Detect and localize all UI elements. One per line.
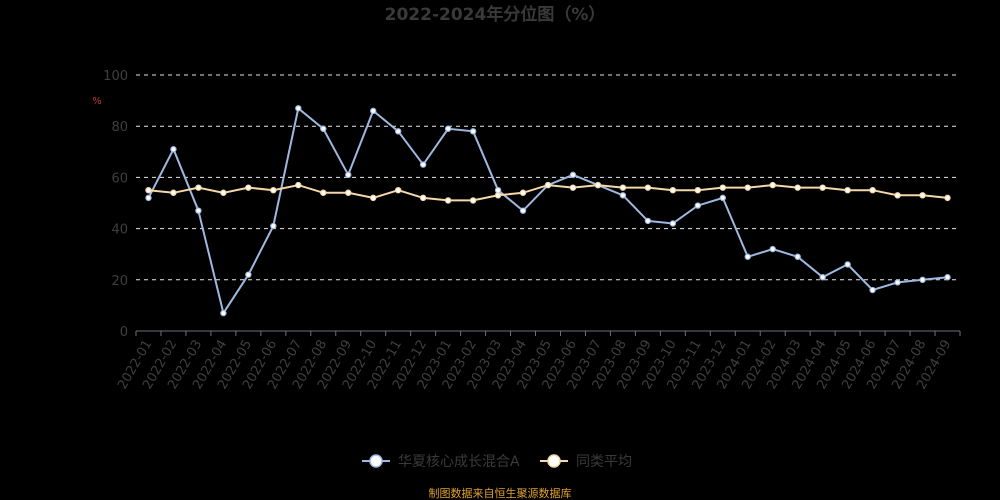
data-point [894,279,901,286]
data-point [694,202,702,209]
y-axis-unit: % [92,96,102,107]
data-point [370,194,377,202]
data-point [195,184,202,191]
data-point [469,197,477,204]
data-point [819,274,826,281]
data-point [544,181,552,189]
data-point [145,186,152,194]
y-axis-ticks: 0 20 40 60 80 100 [103,69,128,340]
data-point [419,161,427,168]
data-point [669,220,677,227]
data-point [220,189,227,196]
data-point [744,184,751,191]
data-point [394,186,402,194]
data-point [394,128,402,135]
legend-item-2[interactable]: 同类平均 [540,454,632,470]
data-point [419,194,427,202]
data-point [345,189,352,196]
data-point [619,184,627,191]
data-point [644,217,652,225]
data-point [370,107,377,115]
data-point [270,222,277,230]
x-axis: 2022-012022-022022-032022-042022-052022-… [115,330,961,392]
data-point [320,189,327,196]
data-point [469,128,477,135]
y-tick-label: 40 [111,223,128,238]
data-point [270,186,277,194]
data-point [944,274,951,281]
data-point [769,245,776,253]
series-1 [145,105,951,317]
data-point [444,125,452,132]
data-point [869,186,876,194]
data-point [170,146,177,153]
data-point [295,105,302,112]
data-point [719,194,726,202]
data-point [519,207,527,214]
grid-lines [136,74,960,281]
data-point [245,271,252,278]
data-point [345,171,352,179]
data-point [444,197,452,204]
data-point [744,253,751,260]
data-point [320,125,327,132]
data-point [245,184,252,191]
data-point [844,186,851,194]
data-point [919,276,926,283]
series-2 [145,181,951,204]
data-point [569,171,577,179]
data-point [794,184,801,191]
data-point [195,207,202,214]
data-point [869,286,876,294]
data-point [519,189,527,196]
data-point [694,186,702,194]
data-point [844,261,851,268]
series-layer [145,105,951,317]
legend-label: 同类平均 [576,454,632,470]
data-point [719,184,726,191]
legend-item-1[interactable]: 华夏核心成长混合A [362,454,520,470]
y-tick-label: 0 [120,325,128,340]
legend[interactable]: 华夏核心成长混合A 同类平均 [362,454,632,470]
data-point [669,186,677,194]
data-point [894,192,901,199]
data-point [769,181,776,189]
data-point [220,309,227,317]
data-point [594,181,602,189]
data-point [919,192,926,199]
data-point [569,184,577,191]
legend-label: 华夏核心成长混合A [398,454,520,470]
y-tick-label: 100 [103,69,128,84]
data-point [944,194,951,202]
data-point [794,253,801,260]
series-line [147,106,948,316]
data-point [494,192,502,199]
data-point [170,189,177,196]
data-point [619,192,627,199]
data-point [494,186,502,194]
data-point [295,181,302,189]
data-point [145,194,152,202]
legend-marker-icon [547,454,561,468]
y-tick-label: 60 [111,171,128,186]
chart-title: 2022-2024年分位图（%） [385,4,606,25]
source-note: 制图数据来自恒生聚源数据库 [429,486,572,500]
data-point [644,184,652,191]
legend-marker-icon [369,454,383,468]
y-tick-label: 20 [111,274,128,289]
data-point [819,184,826,191]
y-tick-label: 80 [111,120,128,135]
